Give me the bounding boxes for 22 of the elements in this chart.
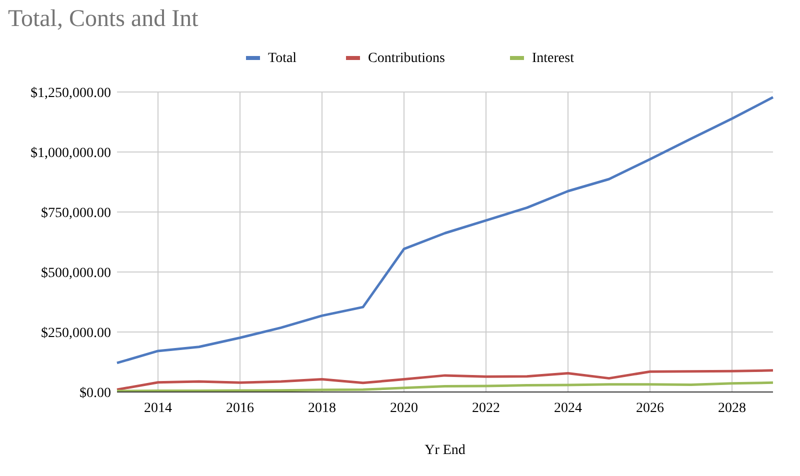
y-tick-label: $500,000.00 (41, 266, 111, 281)
y-tick-label: $1,000,000.00 (30, 146, 111, 161)
y-tick-label: $1,250,000.00 (30, 86, 111, 101)
legend-label: Total (268, 51, 297, 66)
x-tick-label: 2026 (636, 401, 664, 416)
chart-title: Total, Conts and Int (8, 6, 199, 32)
x-tick-label: 2024 (554, 401, 582, 416)
x-axis-title: Yr End (424, 443, 466, 458)
line-series (116, 381, 774, 392)
x-tick-label: 2014 (144, 401, 172, 416)
legend-label: Interest (532, 51, 574, 66)
y-tick-label: $0.00 (80, 386, 111, 401)
x-tick-label: 2022 (472, 401, 500, 416)
line-series (116, 369, 774, 391)
y-tick-label: $250,000.00 (41, 326, 111, 341)
x-tick-label: 2020 (390, 401, 418, 416)
x-tick-label: 2016 (226, 401, 254, 416)
line-series (116, 96, 774, 364)
x-tick-label: 2018 (308, 401, 336, 416)
x-tick-label: 2028 (718, 401, 746, 416)
y-tick-label: $750,000.00 (41, 206, 111, 221)
legend-label: Contributions (368, 51, 446, 66)
